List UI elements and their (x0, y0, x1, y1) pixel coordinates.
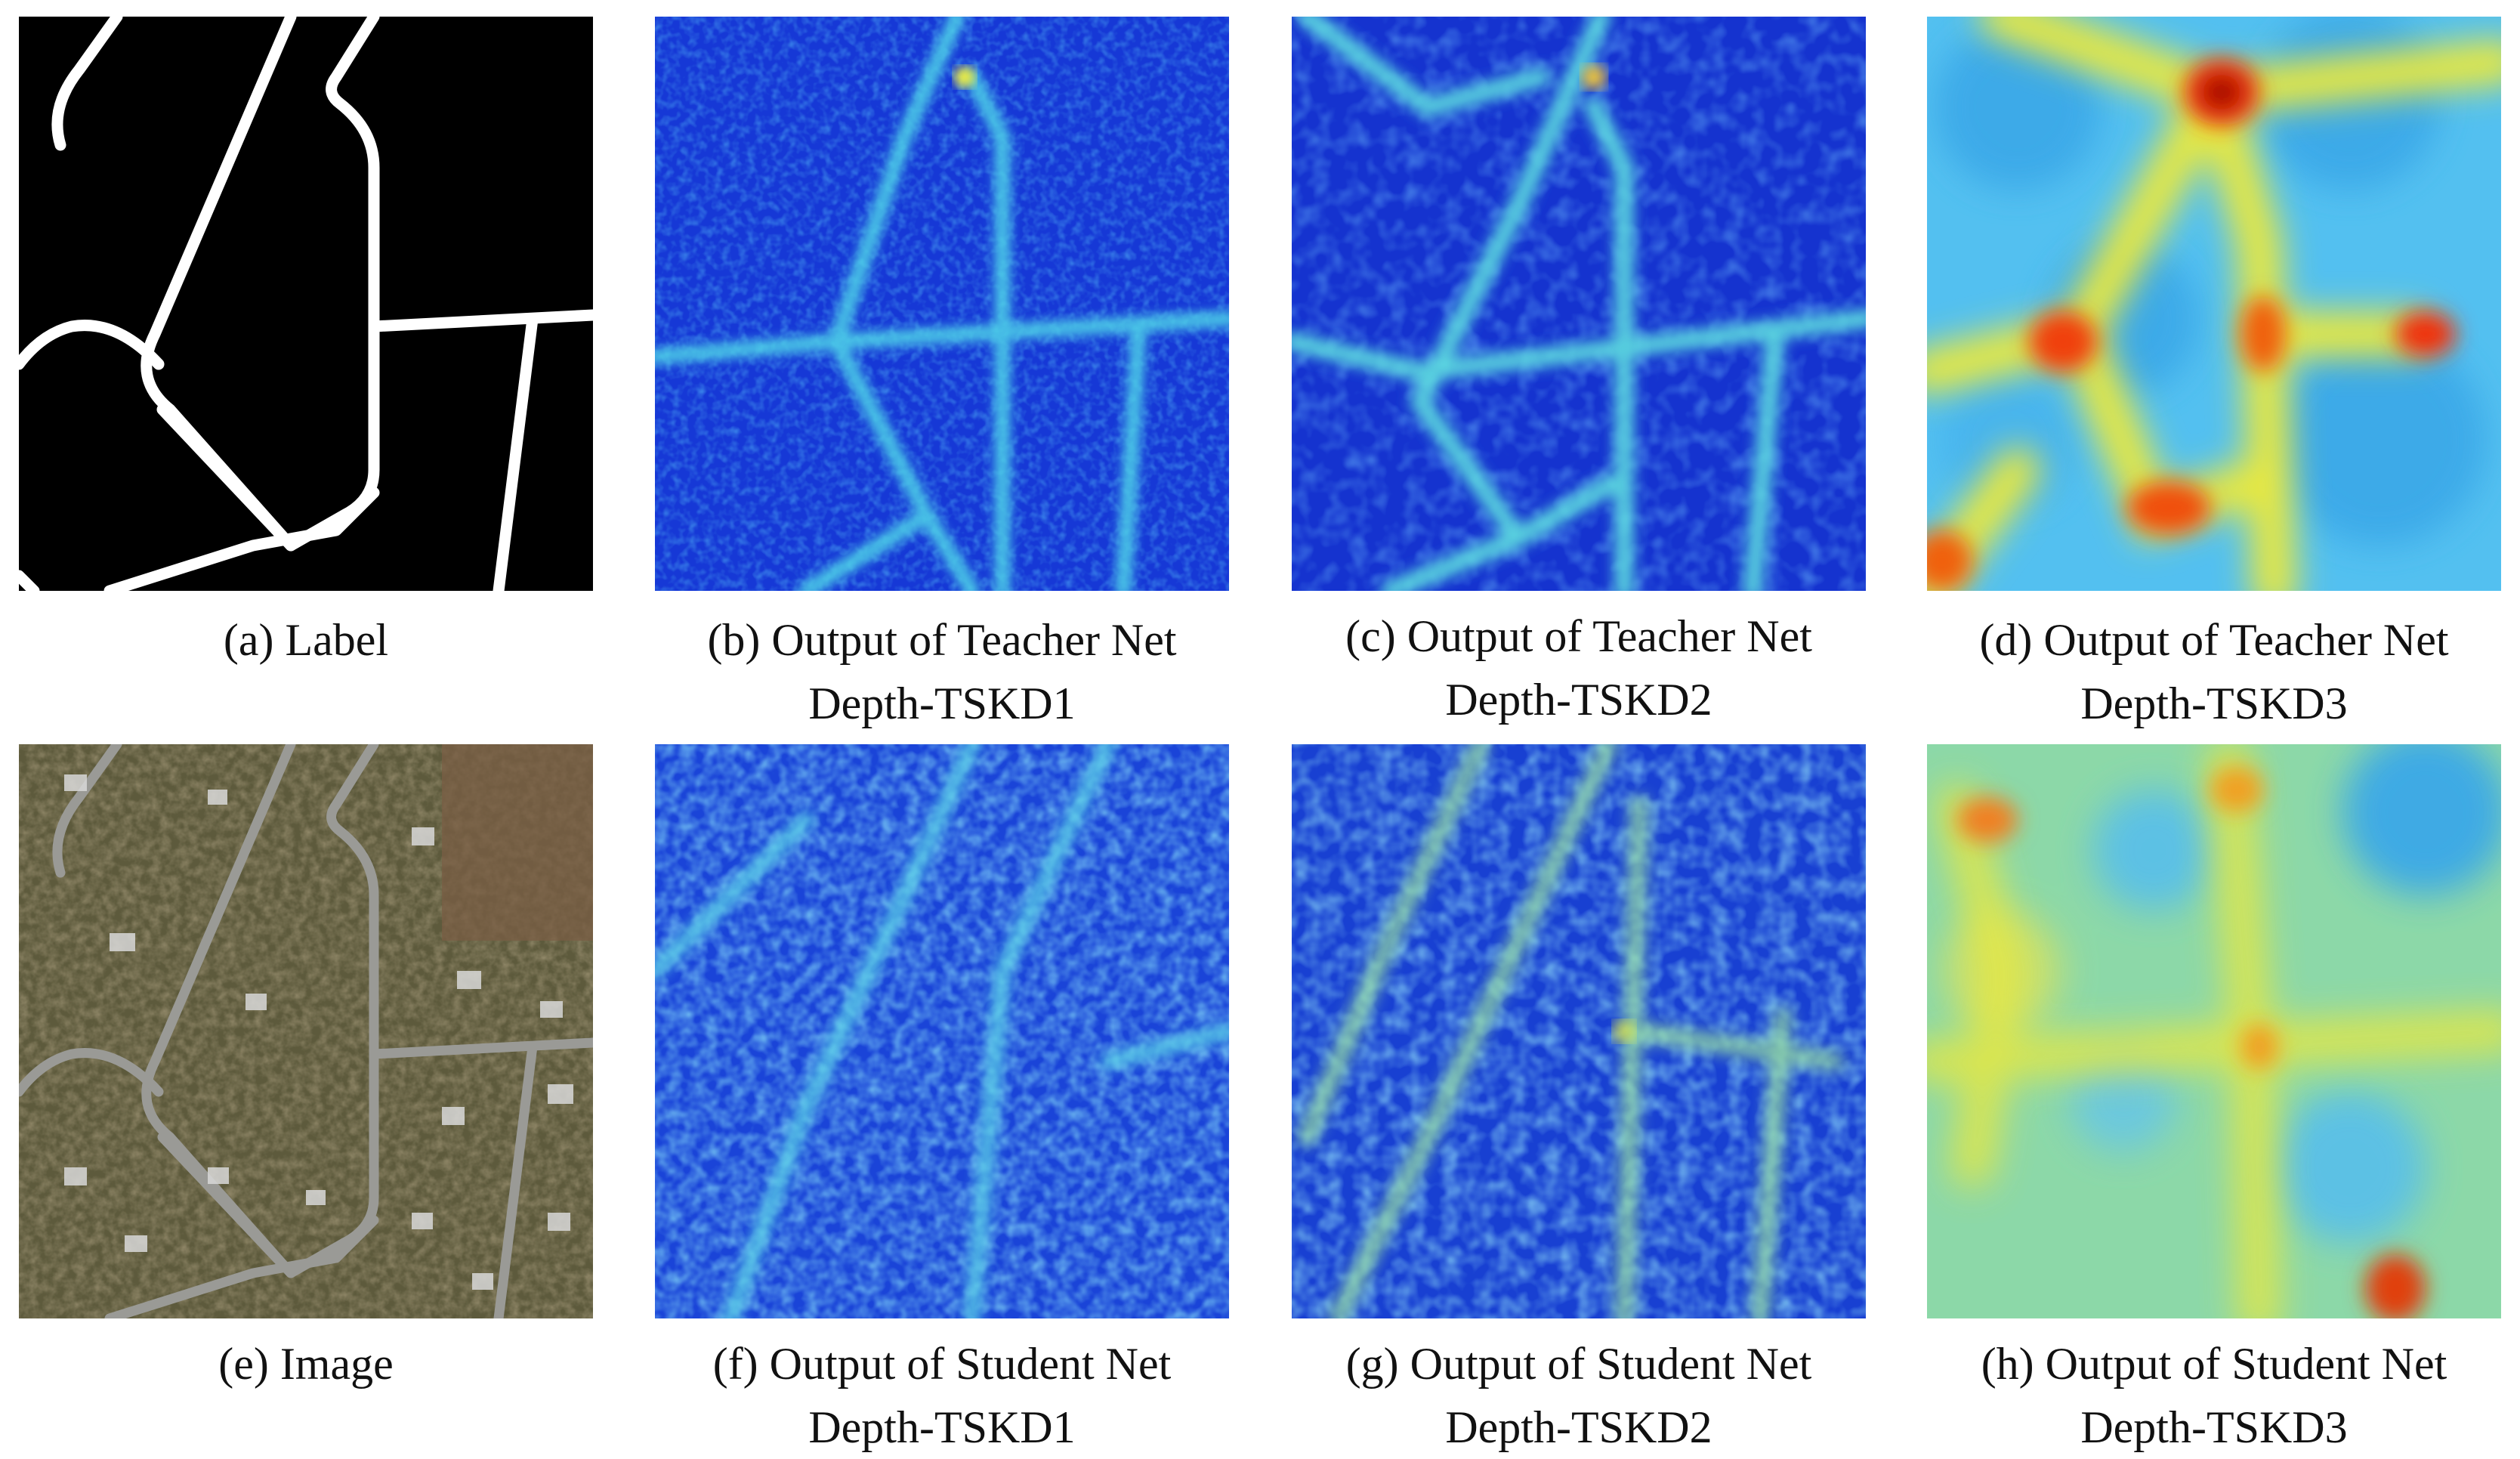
panel-g-student-tskd2-heatmap (1292, 744, 1866, 1318)
road-label-graphic (19, 17, 593, 591)
heatmap-student-tskd1 (655, 744, 1229, 1318)
panel-f-student-tskd1-heatmap (655, 744, 1229, 1318)
caption-h-line1: (h) Output of Student Net (1981, 1339, 2447, 1389)
caption-f-line2: Depth-TSKD1 (808, 1402, 1076, 1452)
heatmap-teacher-tskd1 (655, 17, 1229, 591)
aerial-photo-graphic (19, 744, 593, 1318)
caption-d-line1: (d) Output of Teacher Net (1979, 615, 2449, 665)
caption-b-line2: Depth-TSKD1 (808, 678, 1076, 728)
caption-f: (f) Output of Student Net Depth-TSKD1 (625, 1332, 1259, 1459)
panel-h-student-tskd3-heatmap (1927, 744, 2501, 1318)
panel-c-teacher-tskd2-heatmap (1292, 17, 1866, 591)
caption-c-line1: (c) Output of Teacher Net (1345, 611, 1812, 661)
caption-g-line2: Depth-TSKD2 (1445, 1402, 1712, 1452)
panel-b-teacher-tskd1-heatmap (655, 17, 1229, 591)
heatmap-teacher-tskd2 (1292, 17, 1866, 591)
panel-e-aerial-image (19, 744, 593, 1318)
caption-e-line1: (e) Image (218, 1339, 394, 1389)
heatmap-student-tskd2 (1292, 744, 1866, 1318)
caption-h: (h) Output of Student Net Depth-TSKD3 (1897, 1332, 2520, 1459)
caption-c-line2: Depth-TSKD2 (1445, 675, 1712, 725)
caption-h-line2: Depth-TSKD3 (2080, 1402, 2348, 1452)
panel-a-label-map (19, 17, 593, 591)
caption-a-line1: (a) Label (223, 615, 389, 665)
caption-a: (a) Label (0, 608, 623, 672)
caption-b: (b) Output of Teacher Net Depth-TSKD1 (625, 608, 1259, 735)
caption-c: (c) Output of Teacher Net Depth-TSKD2 (1262, 604, 1896, 731)
heatmap-teacher-tskd3 (1927, 17, 2501, 591)
caption-g: (g) Output of Student Net Depth-TSKD2 (1262, 1332, 1896, 1459)
caption-b-line1: (b) Output of Teacher Net (707, 615, 1177, 665)
caption-e: (e) Image (0, 1332, 623, 1396)
caption-d-line2: Depth-TSKD3 (2080, 678, 2348, 728)
caption-f-line1: (f) Output of Student Net (712, 1339, 1172, 1389)
caption-d: (d) Output of Teacher Net Depth-TSKD3 (1897, 608, 2520, 735)
heatmap-student-tskd3 (1927, 744, 2501, 1318)
panel-d-teacher-tskd3-heatmap (1927, 17, 2501, 591)
caption-g-line1: (g) Output of Student Net (1345, 1339, 1812, 1389)
